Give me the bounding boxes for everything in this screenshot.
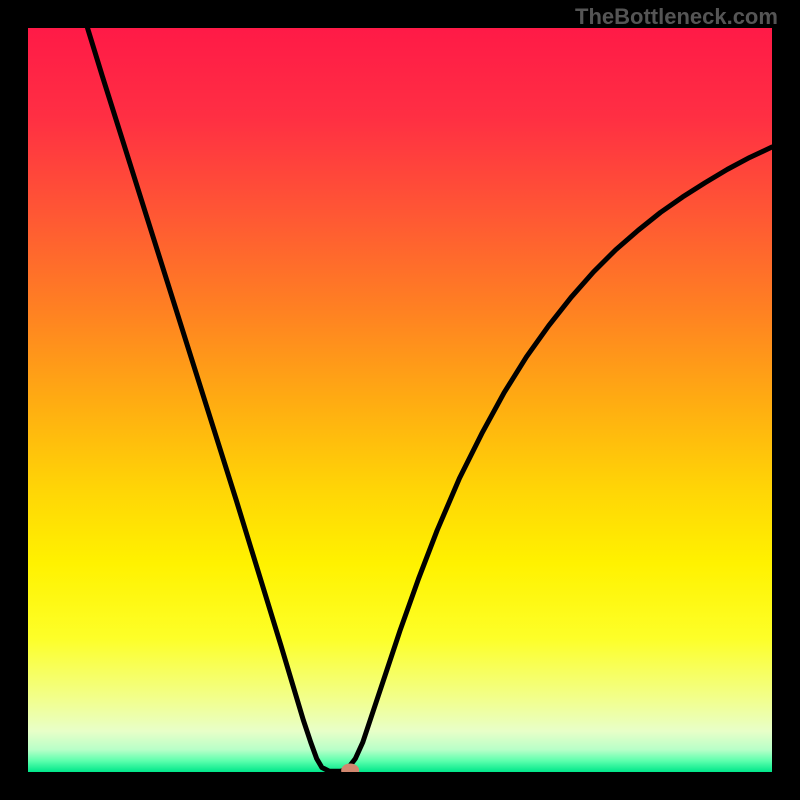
watermark-text: TheBottleneck.com: [575, 4, 778, 30]
plot-area: [28, 28, 772, 772]
chart-frame: [28, 28, 772, 772]
bottleneck-curve-svg: [28, 28, 772, 772]
gradient-background: [28, 28, 772, 772]
